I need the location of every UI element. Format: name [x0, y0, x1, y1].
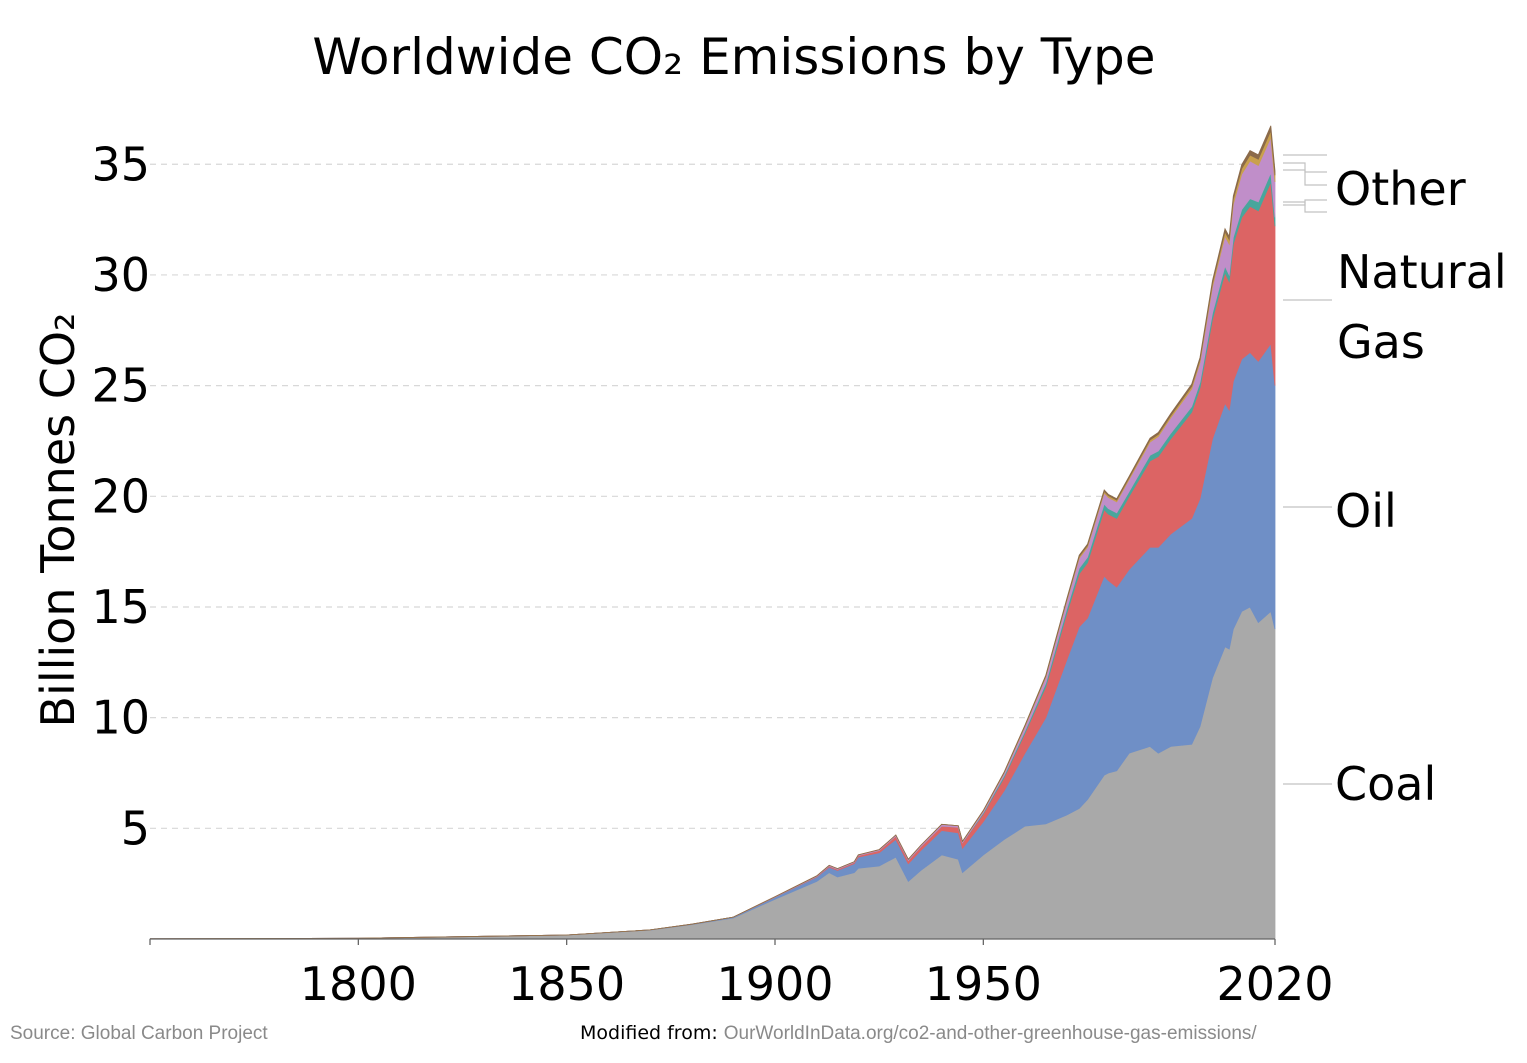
chart-title: Worldwide CO₂ Emissions by Type — [312, 28, 1156, 86]
y-tick-label: 5 — [121, 801, 150, 855]
area-series — [149, 125, 1276, 940]
x-tick-label: 1950 — [925, 957, 1042, 1011]
y-axis-label: Billion Tonnes CO₂ — [31, 313, 85, 728]
x-tick-labels: 1800 1850 1900 1950 2020 — [300, 957, 1334, 1011]
y-tick-label: 20 — [91, 469, 150, 523]
leader-line — [1283, 162, 1327, 173]
y-tick-label: 35 — [91, 137, 150, 191]
area-trade — [149, 125, 1276, 940]
label-other: Other — [1335, 162, 1466, 216]
modified-note: Modified from: OurWorldInData.org/co2-and… — [580, 1022, 1257, 1045]
label-natural-gas-line2: Gas — [1337, 315, 1425, 369]
y-tick-label: 10 — [91, 691, 150, 745]
x-tick-label: 1800 — [300, 957, 417, 1011]
x-tick-label: 1850 — [508, 957, 625, 1011]
y-tick-labels: 5 10 15 20 25 30 35 — [91, 137, 150, 855]
label-oil: Oil — [1335, 484, 1397, 538]
y-tick-label: 30 — [91, 248, 150, 302]
x-axis — [149, 938, 1276, 945]
leader-line — [1283, 169, 1327, 186]
modified-label: Modified from: — [580, 1022, 718, 1044]
label-coal: Coal — [1335, 757, 1436, 811]
y-tick-label: 25 — [91, 359, 150, 413]
x-tick-label: 2020 — [1216, 957, 1333, 1011]
leader-line — [1283, 201, 1327, 213]
label-natural-gas: Natural — [1337, 245, 1507, 299]
x-tick-label: 1900 — [716, 957, 833, 1011]
source-note: Source: Global Carbon Project — [10, 1023, 268, 1044]
modified-url: OurWorldInData.org/co2-and-other-greenho… — [723, 1023, 1257, 1044]
grid-lines — [150, 163, 1275, 829]
y-tick-label: 15 — [91, 580, 150, 634]
series-labels: Other Natural Gas Oil Coal — [1283, 154, 1507, 811]
